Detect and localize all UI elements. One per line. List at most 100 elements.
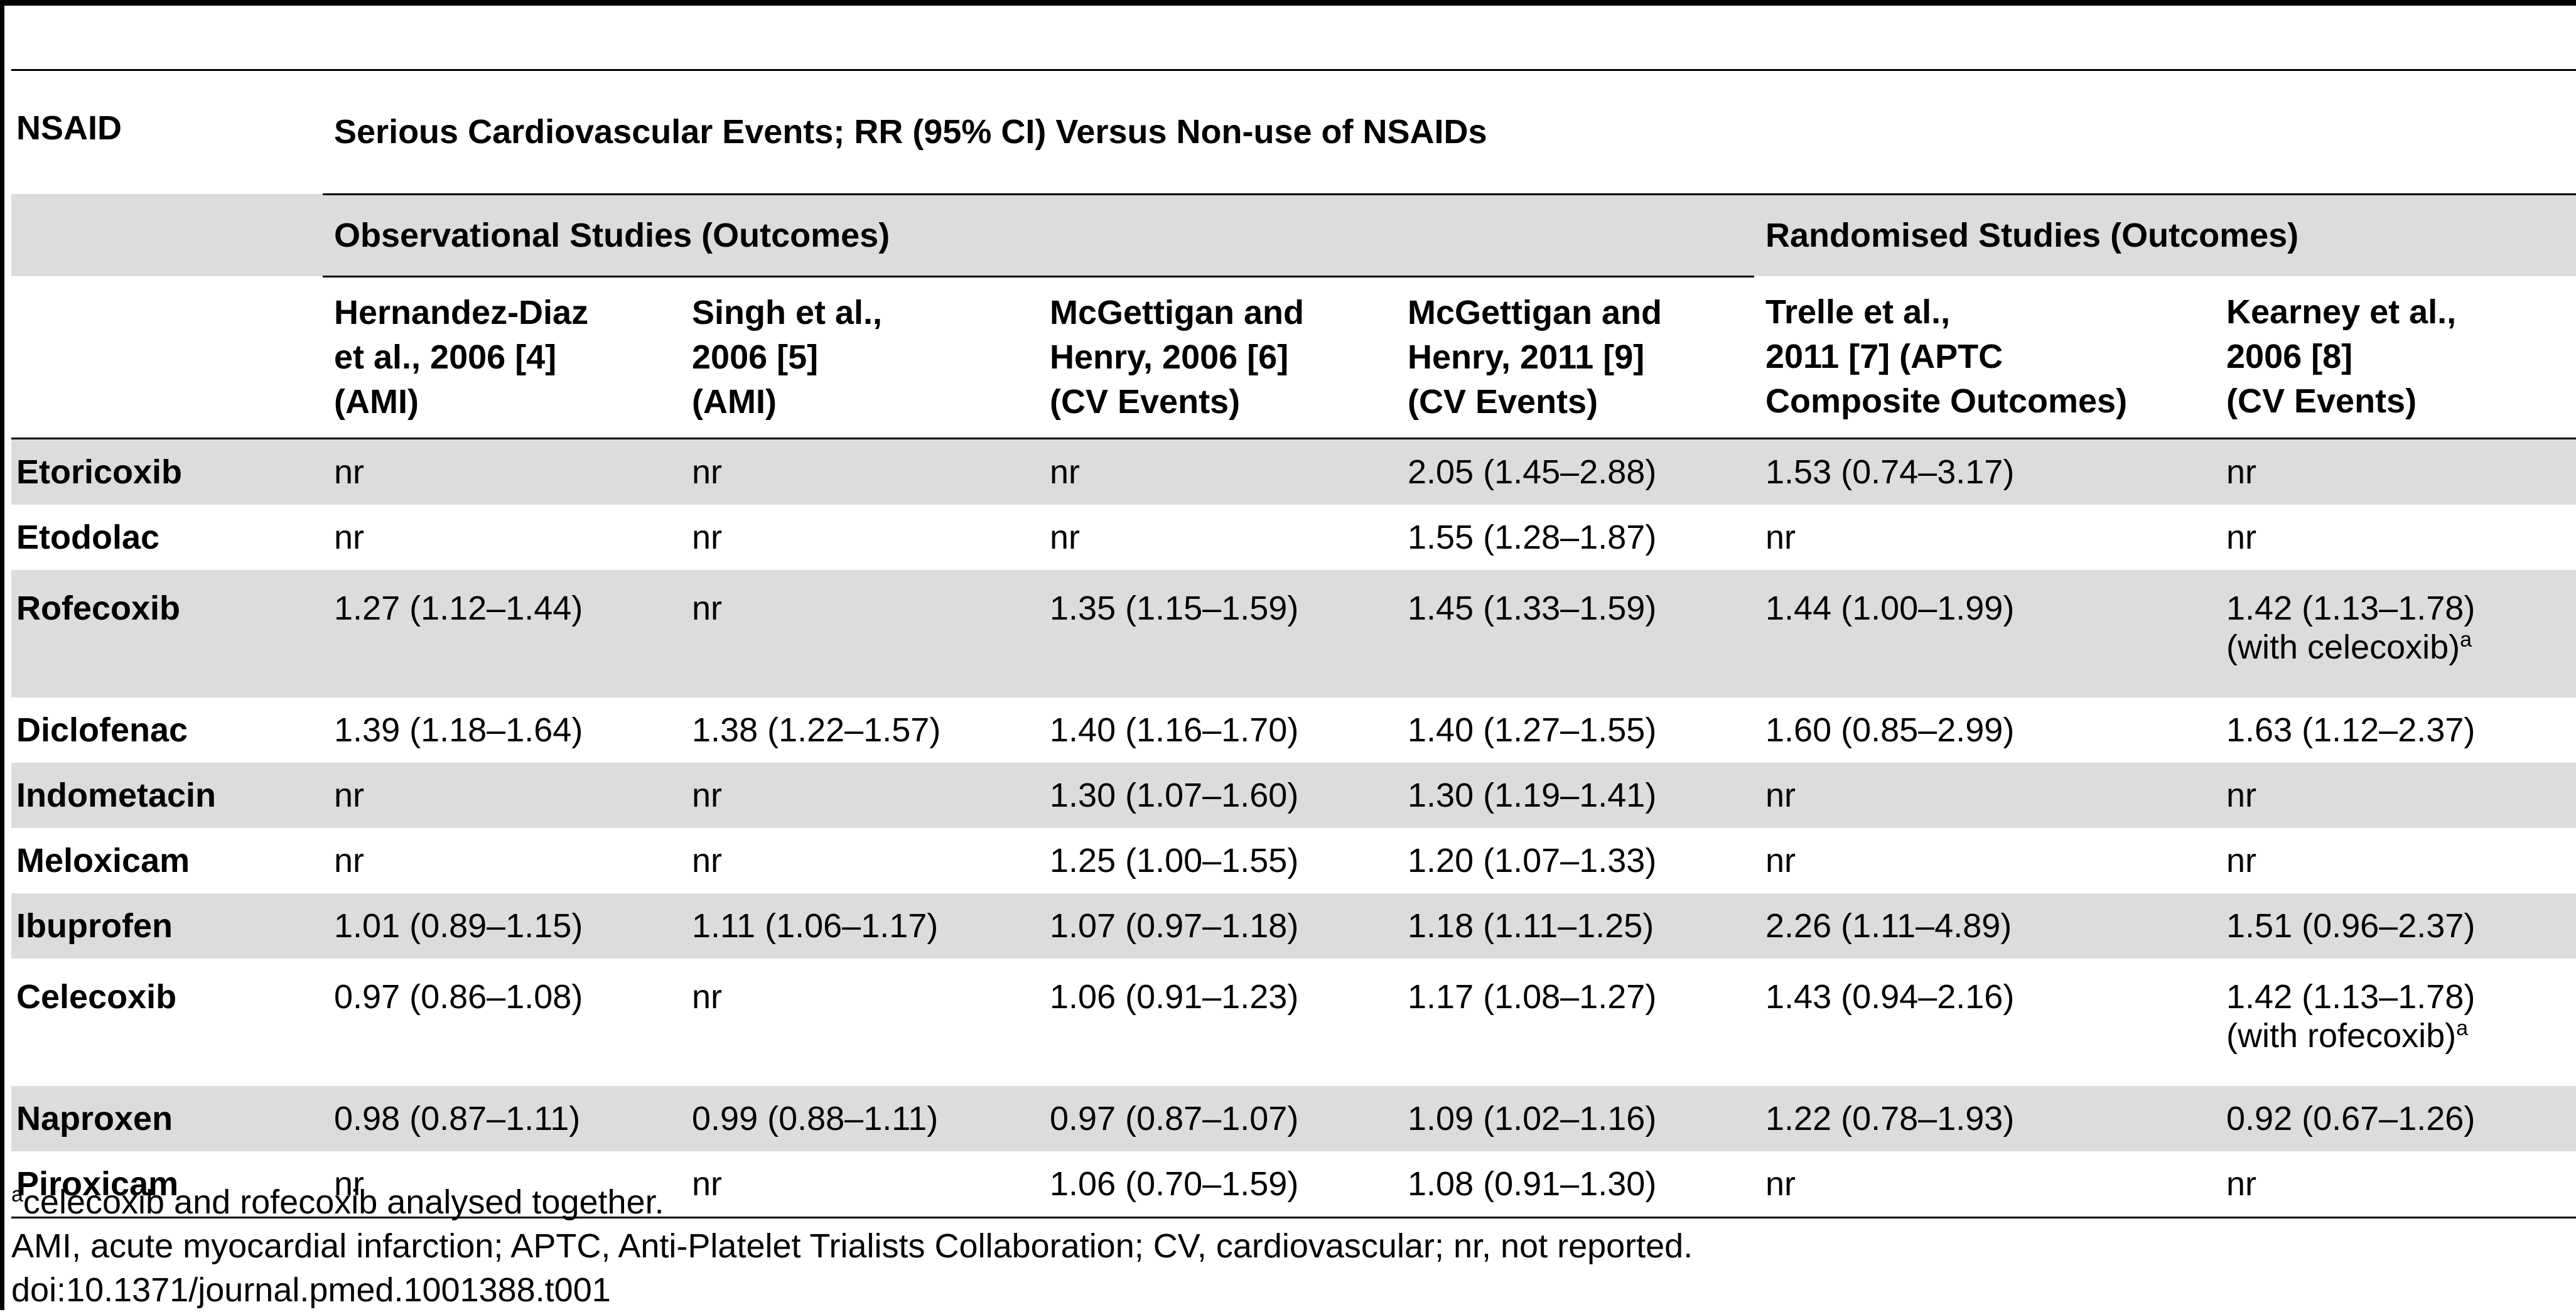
table-cell: 1.42 (1.13–1.78) (with celecoxib)a — [2215, 569, 2576, 697]
table-cell: nr — [334, 1164, 365, 1203]
cell-value: 1.42 (1.13–1.78) — [2226, 977, 2476, 1016]
table-cell: 1.08 (0.91–1.30) — [1408, 1164, 1657, 1203]
table-cell: 1.60 (0.85–2.99) — [1765, 711, 2015, 749]
table-cell: 2.05 (1.45–2.88) — [1396, 438, 1754, 505]
header-blank — [11, 276, 323, 438]
table-cell: 1.44 (1.00–1.99) — [1754, 569, 2215, 697]
header-row-2: Observational Studies (Outcomes) Randomi… — [11, 194, 2576, 277]
table-container: NSAID Serious Cardiovascular Events; RR … — [11, 69, 2576, 1218]
table-row: Naproxen 0.98 (0.87–1.11) 0.99 (0.88–1.1… — [11, 1085, 2576, 1151]
table-cell: 1.30 (1.19–1.41) — [1396, 762, 1754, 828]
table-cell: 1.01 (0.89–1.15) — [323, 893, 681, 959]
table-cell: nr — [681, 762, 1038, 828]
cell-value: 1.42 (1.13–1.78) — [2226, 589, 2476, 627]
footnote-marker: a — [2460, 627, 2472, 652]
header-row-3: Hernandez-Diaz et al., 2006 [4] (AMI) Sing… — [11, 276, 2576, 438]
table-cell: nr — [2226, 841, 2257, 879]
left-border — [0, 0, 4, 1310]
table-cell: 1.45 (1.33–1.59) — [1396, 569, 1754, 697]
row-name: Meloxicam — [16, 841, 190, 879]
table-cell: 1.18 (1.11–1.25) — [1396, 893, 1754, 959]
table-cell: 1.40 (1.27–1.55) — [1408, 711, 1657, 749]
table-cell: 1.40 (1.16–1.70) — [1050, 711, 1299, 749]
table-cell: 1.06 (0.70–1.59) — [1050, 1164, 1299, 1203]
table-cell: nr — [1050, 518, 1081, 556]
table-cell: 1.42 (1.13–1.78) (with rofecoxib)a — [2215, 959, 2576, 1086]
row-name: Diclofenac — [16, 711, 188, 749]
table-cell: nr — [692, 977, 723, 1016]
table-cell: 0.98 (0.87–1.11) — [323, 1085, 681, 1151]
nsaid-header: NSAID — [16, 109, 122, 147]
table-cell: 1.20 (1.07–1.33) — [1408, 841, 1657, 879]
table-cell: nr — [692, 518, 723, 556]
table-cell: nr — [2226, 1164, 2257, 1203]
table-cell: nr — [1765, 518, 1796, 556]
column-header: Trelle et al., 2011 [7] (APTC Composite Ou… — [1765, 293, 2128, 420]
footnote-marker: a — [2456, 1016, 2469, 1040]
table-cell: 1.27 (1.12–1.44) — [323, 569, 681, 697]
row-name: Naproxen — [11, 1085, 323, 1151]
column-header: Hernandez-Diaz et al., 2006 [4] (AMI) — [334, 293, 589, 421]
column-header: Singh et al., 2006 [5] (AMI) — [692, 293, 883, 421]
row-name: Indometacin — [11, 762, 323, 828]
row-name: Celecoxib — [16, 977, 177, 1016]
table-row: Meloxicam nr nr 1.25 (1.00–1.55) 1.20 (1… — [11, 828, 2576, 893]
column-header: Kearney et al., 2006 [8] (CV Events) — [2226, 293, 2457, 420]
row-name: Etoricoxib — [11, 438, 323, 505]
table-cell: 1.11 (1.06–1.17) — [681, 893, 1038, 959]
footnote-a-text: celecoxib and rofecoxib analysed togethe… — [23, 1183, 664, 1221]
nsaid-table: NSAID Serious Cardiovascular Events; RR … — [11, 69, 2576, 1218]
table-cell: 1.55 (1.28–1.87) — [1408, 518, 1657, 556]
table-cell: nr — [681, 569, 1038, 697]
table-cell: 1.17 (1.08–1.27) — [1408, 977, 1657, 1016]
header-row-1: NSAID Serious Cardiovascular Events; RR … — [11, 70, 2576, 195]
cell-note: (with celecoxib) — [2226, 628, 2460, 666]
table-cell: nr — [692, 1164, 723, 1203]
table-footnotes: acelecoxib and rofecoxib analysed togeth… — [11, 1180, 2523, 1312]
cell-note: (with rofecoxib) — [2226, 1016, 2457, 1055]
table-cell: 1.30 (1.07–1.60) — [1038, 762, 1396, 828]
table-cell: nr — [1754, 762, 2215, 828]
table-cell: nr — [2215, 762, 2576, 828]
table-row: Indometacin nr nr 1.30 (1.07–1.60) 1.30 … — [11, 762, 2576, 828]
table-cell: 1.09 (1.02–1.16) — [1396, 1085, 1754, 1151]
table-cell: nr — [1765, 1164, 1796, 1203]
table-cell: 1.51 (0.96–2.37) — [2215, 893, 2576, 959]
row-name: Etodolac — [16, 518, 160, 556]
table-cell: 0.97 (0.87–1.07) — [1038, 1085, 1396, 1151]
abbreviations-note: AMI, acute myocardial infarction; APTC, … — [11, 1227, 1693, 1265]
table-cell: nr — [1038, 438, 1396, 505]
table-cell: 1.25 (1.00–1.55) — [1050, 841, 1299, 879]
table-row: Rofecoxib 1.27 (1.12–1.44) nr 1.35 (1.15… — [11, 569, 2576, 697]
row-name: Ibuprofen — [11, 893, 323, 959]
row-name: Rofecoxib — [11, 569, 323, 697]
table-cell: nr — [1765, 841, 1796, 879]
table-cell: 1.35 (1.15–1.59) — [1038, 569, 1396, 697]
table-cell: 1.22 (0.78–1.93) — [1754, 1085, 2215, 1151]
table-row: Celecoxib 0.97 (0.86–1.08) nr 1.06 (0.91… — [11, 959, 2576, 1086]
top-border — [0, 0, 2576, 6]
table-cell: 1.07 (0.97–1.18) — [1038, 893, 1396, 959]
row-name: Piroxicam — [16, 1164, 179, 1203]
column-header: McGettigan and Henry, 2011 [9] (CV Events) — [1408, 293, 1663, 421]
table-cell: nr — [2215, 438, 2576, 505]
table-cell: nr — [334, 841, 365, 879]
table-cell: 1.39 (1.18–1.64) — [334, 711, 583, 749]
table-row: Etoricoxib nr nr nr 2.05 (1.45–2.88) 1.5… — [11, 438, 2576, 505]
table-cell: 1.63 (1.12–2.37) — [2226, 711, 2476, 749]
table-cell: 1.38 (1.22–1.57) — [692, 711, 941, 749]
table-cell: 0.92 (0.67–1.26) — [2215, 1085, 2576, 1151]
table-cell: nr — [681, 438, 1038, 505]
table-cell: 2.26 (1.11–4.89) — [1754, 893, 2215, 959]
table-cell: 1.43 (0.94–2.16) — [1765, 977, 2015, 1016]
footnote-a: acelecoxib and rofecoxib analysed togeth… — [11, 1180, 2523, 1224]
table-cell: nr — [692, 841, 723, 879]
doi-link[interactable]: doi:10.1371/journal.pmed.1001388.t001 — [11, 1271, 611, 1309]
group-observational: Observational Studies (Outcomes) — [323, 194, 1754, 277]
header-blank — [11, 194, 323, 276]
table-cell: 0.97 (0.86–1.08) — [334, 977, 583, 1016]
table-cell: 1.06 (0.91–1.23) — [1050, 977, 1299, 1016]
table-cell: 1.53 (0.74–3.17) — [1754, 438, 2215, 505]
table-row: Ibuprofen 1.01 (0.89–1.15) 1.11 (1.06–1.… — [11, 893, 2576, 959]
table-cell: nr — [2226, 518, 2257, 556]
